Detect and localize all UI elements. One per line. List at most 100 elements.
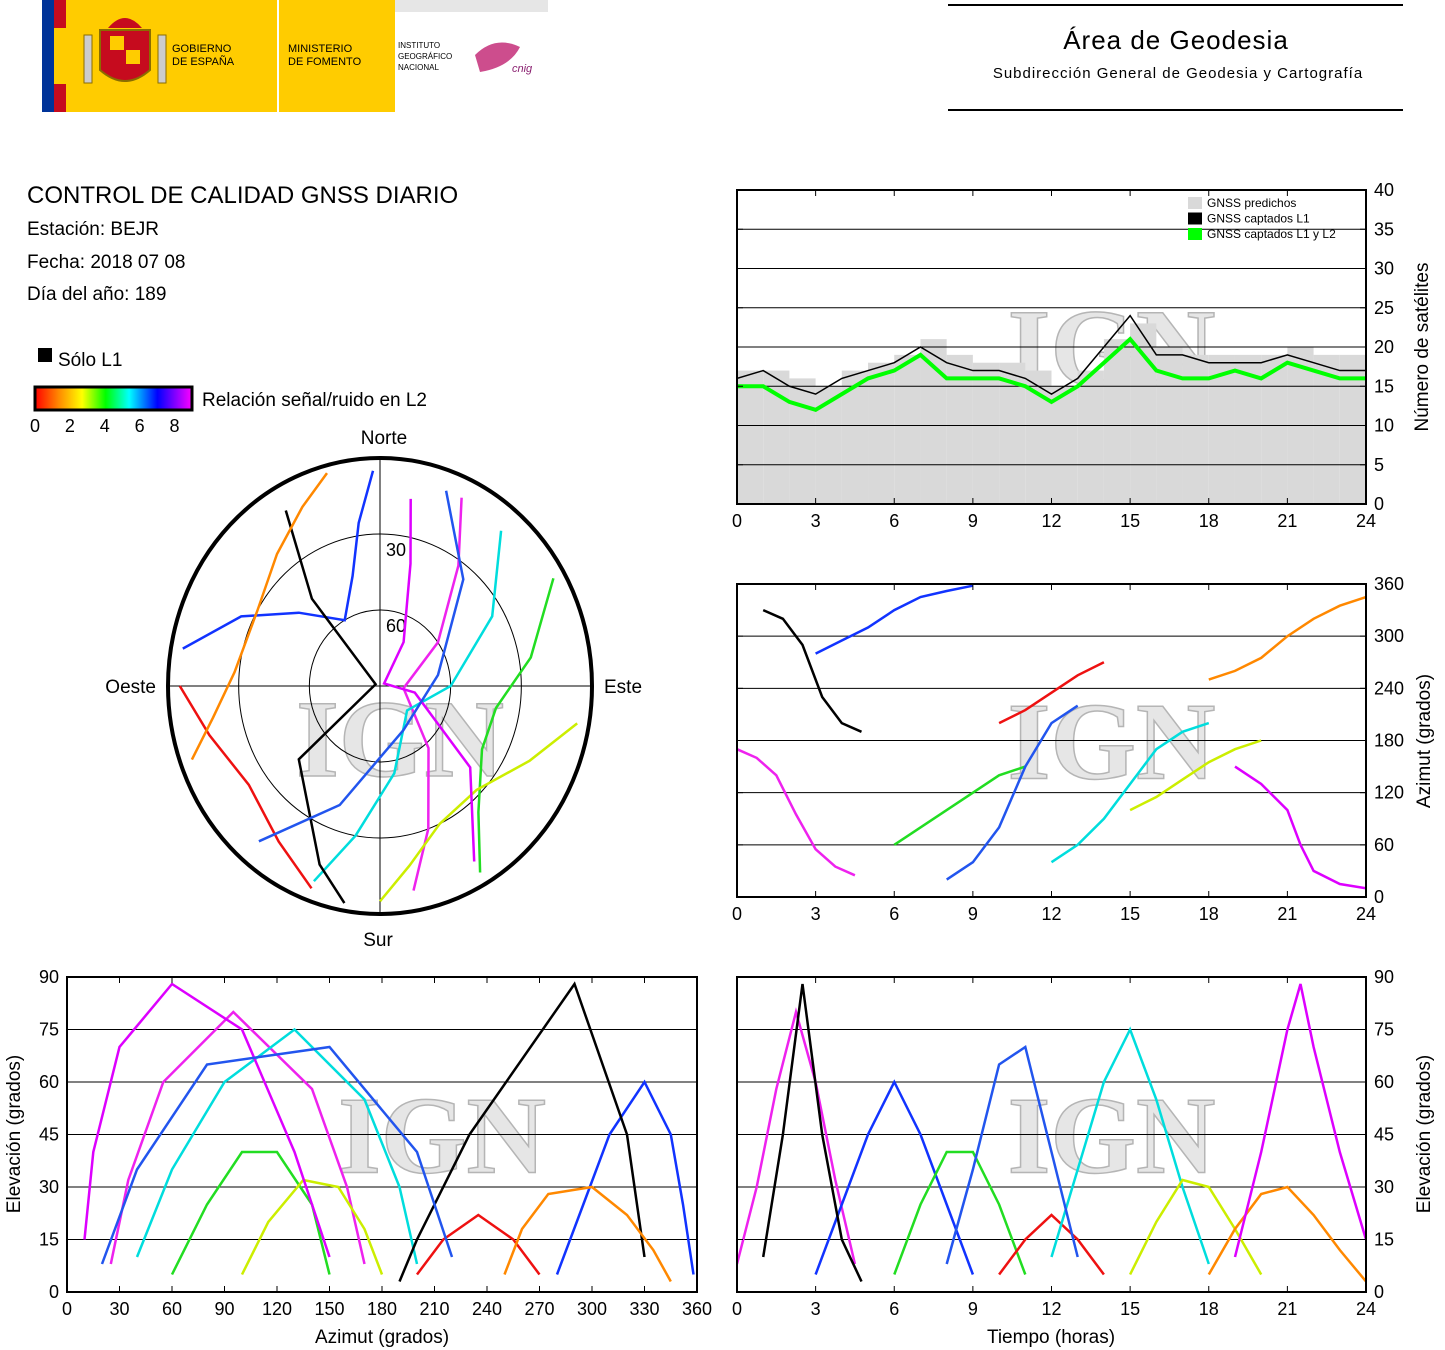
x-tick-label: 3	[811, 1299, 821, 1319]
plot-area: IGN	[737, 977, 1366, 1292]
y-tick-label: 15	[1374, 1230, 1394, 1250]
cardinal: Norte	[361, 428, 407, 449]
x-tick-label: 0	[732, 1299, 742, 1319]
sky-track	[477, 577, 555, 873]
x-tick-label: 360	[682, 1299, 712, 1319]
area-title: Área de Geodesia	[1063, 25, 1289, 55]
y-tick-label: 90	[39, 967, 59, 987]
plot-frame	[66, 976, 698, 1293]
x-tick-label: 15	[1120, 511, 1140, 531]
area-bar	[868, 362, 895, 504]
x-tick-label: 3	[811, 904, 821, 924]
area-bar	[1130, 323, 1157, 504]
snr-tick-label: 8	[170, 416, 180, 436]
watermark: IGN	[1008, 1075, 1216, 1197]
track	[1234, 765, 1366, 890]
x-tick-label: 18	[1199, 904, 1219, 924]
plot-frame	[736, 583, 1367, 898]
track	[1129, 739, 1262, 812]
y-tick-label: 40	[1374, 180, 1394, 200]
sky-track	[379, 722, 578, 903]
x-tick-label: 9	[968, 1299, 978, 1319]
legend-label: GNSS captados L1	[1207, 212, 1310, 226]
y-tick-label: 30	[39, 1177, 59, 1197]
y-tick-label: 240	[1374, 678, 1404, 698]
y-tick-label: 20	[1374, 337, 1394, 357]
date: Fecha: 2018 07 08	[27, 252, 185, 273]
track	[945, 1044, 1079, 1265]
sky-track	[312, 530, 503, 883]
y-tick-label: 0	[1374, 887, 1384, 907]
x-tick-label: 12	[1041, 904, 1061, 924]
track	[737, 1007, 857, 1265]
area-bar	[894, 354, 921, 504]
area-bar	[1103, 339, 1131, 504]
logo-text: cnig	[512, 63, 533, 75]
x-tick-label: 9	[968, 511, 978, 531]
track	[946, 704, 1079, 881]
legend-swatch	[1188, 212, 1202, 225]
track	[1208, 595, 1366, 681]
y-tick-label: 75	[1374, 1020, 1394, 1040]
y-tick-label: 60	[39, 1072, 59, 1092]
x-tick-label: 0	[62, 1299, 72, 1319]
area-bar	[1234, 354, 1262, 504]
y-tick-label: 10	[1374, 416, 1394, 436]
area-bar	[1051, 386, 1078, 504]
x-tick-label: 0	[732, 511, 742, 531]
y-tick-label: 15	[1374, 376, 1394, 396]
track	[398, 981, 646, 1282]
y-tick-label: 360	[1374, 574, 1404, 594]
x-tick-label: 210	[419, 1299, 449, 1319]
x-tick-label: 120	[262, 1299, 292, 1319]
cardinal: Oeste	[105, 677, 156, 698]
snr-colorbar	[33, 385, 194, 412]
area-bar	[1261, 354, 1288, 504]
track	[240, 1178, 384, 1276]
y-tick-label: 60	[1374, 1072, 1394, 1092]
x-tick-label: 15	[1120, 904, 1140, 924]
legend-swatch	[1188, 228, 1202, 240]
sky-track	[182, 470, 375, 650]
legend-label: GNSS predichos	[1207, 196, 1296, 210]
x-tick-label: 3	[811, 511, 821, 531]
x-tick-label: 30	[109, 1299, 129, 1319]
station: Estación: BEJR	[27, 219, 159, 240]
track	[1050, 1026, 1210, 1265]
y-tick-label: 0	[1374, 1282, 1384, 1302]
logo-text: NACIONAL	[398, 63, 439, 72]
plot-area: IGN	[67, 977, 697, 1292]
watermark: IGN	[296, 678, 504, 800]
axis-label: Tiempo (horas)	[987, 1327, 1115, 1348]
l1-swatch	[38, 348, 52, 362]
x-tick-label: 180	[367, 1299, 397, 1319]
x-tick-label: 150	[314, 1299, 344, 1319]
track	[1050, 721, 1210, 864]
x-tick-label: 9	[968, 904, 978, 924]
x-tick-label: 24	[1356, 904, 1376, 924]
plot-frame	[736, 189, 1367, 505]
area-bar	[1313, 354, 1340, 504]
sky-track	[190, 472, 329, 761]
snr-tick-label: 0	[30, 416, 40, 436]
logo-text: INSTITUTO	[398, 41, 440, 50]
y-tick-label: 180	[1374, 731, 1404, 751]
y-tick-label: 30	[1374, 1177, 1394, 1197]
track	[1233, 983, 1366, 1258]
sky-track	[284, 510, 378, 904]
x-tick-label: 0	[732, 904, 742, 924]
track	[100, 1045, 454, 1265]
cardinal: Este	[604, 677, 642, 698]
x-tick-label: 24	[1356, 511, 1376, 531]
area-subtitle: Subdirección General de Geodesia y Carto…	[993, 65, 1363, 82]
x-tick-label: 270	[524, 1299, 554, 1319]
track	[893, 765, 1026, 846]
track	[762, 608, 863, 733]
axis-label: Número de satélites	[1412, 263, 1433, 432]
x-tick-label: 330	[629, 1299, 659, 1319]
y-tick-label: 120	[1374, 783, 1404, 803]
track	[815, 584, 974, 655]
track	[109, 1010, 366, 1265]
snr-tick-label: 4	[100, 416, 110, 436]
